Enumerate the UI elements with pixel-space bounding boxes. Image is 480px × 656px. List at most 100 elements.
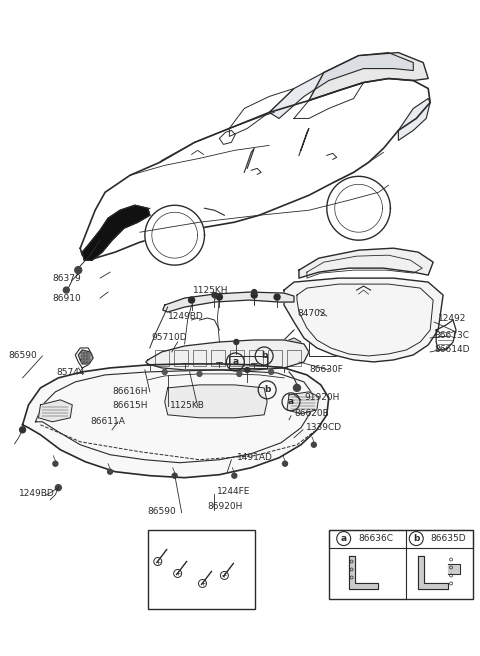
- Bar: [249, 350, 263, 366]
- Text: 86920H: 86920H: [207, 502, 243, 511]
- Bar: [360, 295, 374, 333]
- Polygon shape: [309, 52, 428, 100]
- Text: b: b: [261, 352, 267, 360]
- Text: 86620B: 86620B: [294, 409, 329, 419]
- Text: b: b: [413, 534, 420, 543]
- Bar: [84, 358, 87, 360]
- Text: 86613C: 86613C: [434, 331, 469, 340]
- Bar: [309, 338, 373, 356]
- Text: 1249BD: 1249BD: [168, 312, 204, 321]
- Polygon shape: [284, 278, 443, 362]
- Text: 86910: 86910: [52, 294, 81, 302]
- Circle shape: [312, 442, 316, 447]
- Bar: [212, 350, 226, 366]
- Text: b: b: [264, 385, 270, 394]
- Polygon shape: [38, 400, 72, 422]
- Text: 95710D: 95710D: [152, 333, 187, 342]
- Polygon shape: [269, 52, 413, 119]
- Bar: [87, 361, 90, 363]
- Text: 91920H: 91920H: [304, 394, 339, 402]
- Circle shape: [237, 371, 242, 377]
- Polygon shape: [418, 556, 448, 590]
- Polygon shape: [165, 385, 267, 418]
- Bar: [229, 356, 267, 368]
- Circle shape: [245, 367, 250, 373]
- Polygon shape: [448, 565, 460, 575]
- Circle shape: [269, 369, 274, 375]
- Circle shape: [53, 461, 58, 466]
- Text: 86614D: 86614D: [434, 346, 469, 354]
- Bar: [81, 352, 84, 354]
- Bar: [287, 350, 301, 366]
- Text: 86630F: 86630F: [309, 365, 343, 375]
- Bar: [87, 352, 90, 354]
- Circle shape: [189, 297, 194, 303]
- Text: 86615H: 86615H: [112, 401, 147, 411]
- Circle shape: [232, 473, 237, 478]
- Text: 1249BD: 1249BD: [19, 489, 54, 498]
- Text: 1339CD: 1339CD: [306, 423, 342, 432]
- Circle shape: [234, 339, 239, 344]
- Text: 84702: 84702: [297, 308, 325, 318]
- Text: a: a: [288, 398, 294, 406]
- Bar: [87, 358, 90, 360]
- Polygon shape: [277, 338, 301, 355]
- Text: a: a: [341, 534, 347, 543]
- Circle shape: [55, 485, 61, 491]
- Circle shape: [251, 292, 257, 298]
- Bar: [268, 350, 282, 366]
- Text: 86590: 86590: [148, 507, 177, 516]
- Bar: [329, 529, 473, 548]
- Bar: [329, 529, 473, 600]
- Text: 86379: 86379: [52, 274, 81, 283]
- Polygon shape: [23, 364, 329, 478]
- Text: 86611A: 86611A: [90, 417, 125, 426]
- Text: 1125KB: 1125KB: [170, 401, 204, 411]
- Polygon shape: [299, 248, 433, 278]
- Bar: [81, 358, 84, 360]
- Text: 1125KH: 1125KH: [192, 285, 228, 295]
- Text: 85744: 85744: [56, 369, 85, 377]
- Circle shape: [108, 469, 112, 474]
- Text: a: a: [232, 358, 239, 367]
- Bar: [87, 355, 90, 358]
- Polygon shape: [146, 340, 309, 370]
- Bar: [84, 352, 87, 354]
- Circle shape: [212, 293, 217, 298]
- Bar: [192, 350, 206, 366]
- Polygon shape: [163, 292, 294, 312]
- Bar: [155, 350, 168, 366]
- Circle shape: [63, 287, 69, 293]
- Bar: [321, 296, 335, 334]
- Bar: [341, 295, 355, 333]
- Circle shape: [283, 461, 288, 466]
- Circle shape: [216, 294, 222, 300]
- Circle shape: [162, 369, 167, 375]
- Polygon shape: [327, 176, 390, 240]
- Polygon shape: [78, 350, 93, 364]
- Bar: [174, 350, 188, 366]
- Bar: [84, 361, 87, 363]
- Polygon shape: [82, 205, 150, 260]
- Circle shape: [172, 473, 177, 478]
- Text: 12492: 12492: [438, 314, 467, 323]
- Bar: [230, 350, 244, 366]
- Polygon shape: [348, 556, 379, 590]
- Bar: [148, 529, 255, 609]
- Text: 86616H: 86616H: [112, 387, 147, 396]
- Circle shape: [293, 384, 300, 392]
- Text: 86635D: 86635D: [430, 534, 466, 543]
- Polygon shape: [398, 98, 430, 140]
- Circle shape: [252, 289, 257, 295]
- Bar: [81, 361, 84, 363]
- Text: 1244FE: 1244FE: [217, 487, 251, 496]
- Text: 86636C: 86636C: [359, 534, 394, 543]
- Circle shape: [20, 427, 25, 433]
- Circle shape: [274, 294, 280, 300]
- Polygon shape: [145, 205, 204, 265]
- Circle shape: [75, 266, 82, 274]
- Text: 86590: 86590: [9, 352, 37, 360]
- Bar: [84, 355, 87, 358]
- Bar: [81, 355, 84, 358]
- Circle shape: [197, 371, 202, 377]
